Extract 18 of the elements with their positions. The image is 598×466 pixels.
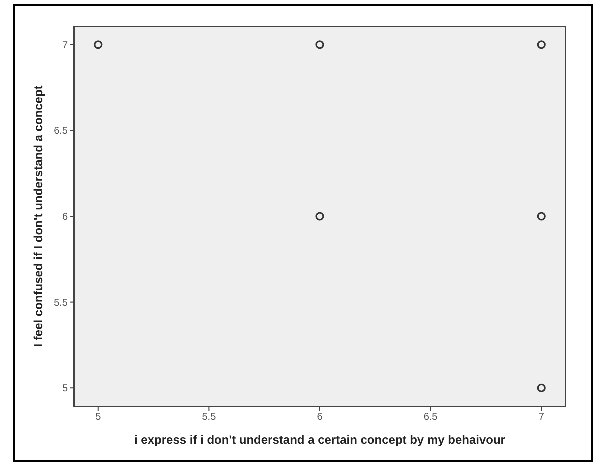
x-axis-title: i express if i don't understand a certain concept by my behaivour bbox=[134, 433, 506, 447]
point bbox=[94, 40, 103, 50]
point bbox=[316, 212, 324, 221]
x-tick-label: 5 bbox=[96, 412, 102, 424]
point bbox=[537, 40, 546, 50]
point bbox=[316, 40, 324, 50]
point bbox=[537, 384, 546, 392]
x-tick-label: 6 bbox=[317, 412, 324, 424]
y-tick-label: 7 bbox=[62, 40, 68, 52]
x-tick-label: 6.5 bbox=[424, 412, 438, 424]
point bbox=[537, 212, 546, 221]
y-tick-label: 5 bbox=[62, 384, 68, 395]
y-axis-title: I feel confused if I don't understand a concept bbox=[31, 86, 46, 348]
y-tick-label: 6 bbox=[62, 212, 68, 224]
y-tick-label: 5.5 bbox=[54, 298, 68, 309]
x-tick-label: 7 bbox=[538, 412, 545, 424]
y-tick-label: 6.5 bbox=[54, 126, 68, 138]
x-tick-label: 5.5 bbox=[202, 412, 217, 424]
